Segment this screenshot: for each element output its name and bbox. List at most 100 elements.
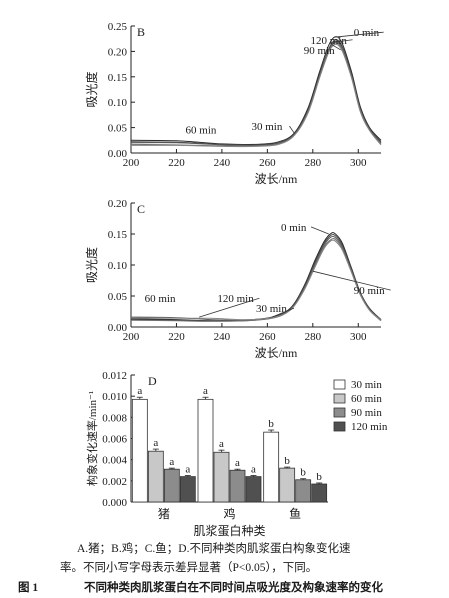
b-series-label: 90 min xyxy=(304,45,335,57)
panel-b-line-chart: B 200 220 240 260 280 300 0.00 0.05 0.10 0.15 0.20 0… xyxy=(84,21,384,186)
d-bar xyxy=(263,431,280,503)
d-significance-letter: b xyxy=(300,467,306,479)
d-significance-letter: a xyxy=(169,456,174,468)
c-x-tick-label: 240 xyxy=(214,331,231,343)
c-series-leader xyxy=(199,297,260,318)
c-series-label: 90 min xyxy=(354,285,385,297)
b-x-tick-label: 240 xyxy=(214,157,231,169)
b-series-leader xyxy=(331,44,341,51)
d-significance-letter: b xyxy=(284,455,290,467)
d-category-label: 猪 xyxy=(158,507,170,521)
c-series-leader xyxy=(271,307,295,318)
d-y-tick-label: 0.006 xyxy=(102,434,127,446)
b-x-tick-label: 300 xyxy=(350,157,367,169)
d-y-tick-label: 0.004 xyxy=(102,455,127,467)
d-bar xyxy=(213,451,230,503)
b-y-tick-label: 0.20 xyxy=(108,46,128,58)
d-category-label: 鸡 xyxy=(223,506,235,521)
d-significance-letter: a xyxy=(219,438,224,450)
b-series-leader xyxy=(333,39,353,43)
d-legend-label: 90 min xyxy=(351,407,382,419)
d-y-tick-label: 0.000 xyxy=(102,497,127,509)
d-bar xyxy=(163,468,180,503)
b-x-tick-label: 280 xyxy=(305,157,322,169)
c-panel-letter: C xyxy=(137,202,145,216)
b-y-tick-label: 0.05 xyxy=(108,123,128,135)
d-legend-swatch xyxy=(333,421,346,432)
d-y-tick-label: 0.010 xyxy=(102,391,127,403)
d-y-tick-label: 0.002 xyxy=(102,476,127,488)
d-bar xyxy=(147,450,164,503)
d-legend-swatch xyxy=(333,407,346,418)
b-x-tick-label: 200 xyxy=(123,157,140,169)
c-x-tick-label: 280 xyxy=(305,331,322,343)
c-y-tick-label: 0.15 xyxy=(108,229,128,241)
d-significance-letter: a xyxy=(137,385,142,397)
d-legend-label: 30 min xyxy=(351,379,382,391)
b-y-tick-label: 0.10 xyxy=(108,97,128,109)
c-series-leader xyxy=(310,226,329,235)
b-series-leader xyxy=(289,125,295,134)
figure-caption: A.猪；B.鸡；C.鱼；D.不同种类肉肌浆蛋白构象变化速 率。不同小写字母表示差… xyxy=(18,541,383,594)
d-x-axis-label: 肌浆蛋白种类 xyxy=(193,523,265,538)
d-significance-letter: b xyxy=(268,418,274,430)
d-bar xyxy=(197,398,214,503)
c-x-tick-label: 220 xyxy=(168,331,185,343)
d-bar xyxy=(279,467,296,503)
c-series-label: 30 min xyxy=(256,303,287,315)
panel-d-bar-chart: D0.0000.0020.0040.0060.0080.0100.012猪aaa… xyxy=(85,370,388,538)
d-bar xyxy=(131,398,148,503)
b-y-axis-label: 吸光度 xyxy=(84,71,99,107)
d-panel-letter: D xyxy=(148,374,157,388)
figure-title: 不同种类肉肌浆蛋白在不同时间点吸光度及构象速率的变化 xyxy=(84,580,383,594)
d-significance-letter: a xyxy=(235,457,240,469)
c-y-axis-label: 吸光度 xyxy=(84,247,99,283)
d-significance-letter: a xyxy=(203,385,208,397)
b-panel-letter: B xyxy=(137,25,145,39)
b-y-tick-label: 0.15 xyxy=(108,72,128,84)
c-x-tick-label: 200 xyxy=(123,331,140,343)
d-bar xyxy=(229,469,246,503)
c-series-label: 0 min xyxy=(281,222,307,234)
d-legend-swatch xyxy=(333,379,346,390)
d-significance-letter: a xyxy=(185,464,190,476)
b-x-tick-label: 260 xyxy=(259,157,276,169)
d-legend-swatch xyxy=(333,393,346,404)
b-series-leader xyxy=(334,31,384,38)
d-significance-letter: a xyxy=(153,437,158,449)
b-series-label: 30 min xyxy=(251,121,282,133)
panel-c-line-chart: C 200 220 240 260 280 300 0.00 0.05 0.10 0.15 0.20 波… xyxy=(84,198,391,360)
b-series-label: 60 min xyxy=(186,125,217,137)
c-y-tick-label: 0.20 xyxy=(108,198,128,210)
d-legend-label: 60 min xyxy=(351,393,382,405)
d-significance-letter: a xyxy=(251,464,256,476)
caption-line-1: A.猪；B.鸡；C.鱼；D.不同种类肉肌浆蛋白构象变化速 xyxy=(77,541,351,555)
d-bar xyxy=(179,476,196,503)
c-y-tick-label: 0.10 xyxy=(108,260,128,272)
caption-line-2: 率。不同小写字母表示差异显著（P<0.05），下同。 xyxy=(60,560,317,574)
d-bar xyxy=(295,479,312,503)
b-series-line xyxy=(130,43,382,148)
c-series-leader xyxy=(312,270,391,291)
d-y-axis-label: 构象变化速率/min⁻¹ xyxy=(85,391,99,486)
b-series-label: 0 min xyxy=(354,27,380,39)
d-y-tick-label: 0.008 xyxy=(102,412,127,424)
d-bar xyxy=(311,483,328,503)
d-bar xyxy=(245,476,262,503)
figure-label: 图 1 xyxy=(18,580,38,594)
c-series-label: 120 min xyxy=(217,293,254,305)
b-x-axis-label: 波长/nm xyxy=(255,172,298,186)
c-x-tick-label: 260 xyxy=(259,331,276,343)
c-y-tick-label: 0.05 xyxy=(108,291,128,303)
d-legend-label: 120 min xyxy=(351,421,388,433)
d-y-tick-label: 0.012 xyxy=(102,370,127,382)
b-x-tick-label: 220 xyxy=(168,157,185,169)
d-significance-letter: b xyxy=(316,471,322,483)
d-category-label: 鱼 xyxy=(289,507,301,521)
b-y-tick-label: 0.25 xyxy=(108,21,128,33)
c-x-tick-label: 300 xyxy=(350,331,367,343)
b-y-tick-label: 0.00 xyxy=(108,148,128,160)
c-series-line xyxy=(130,239,382,321)
b-series-label: 120 min xyxy=(311,35,348,47)
